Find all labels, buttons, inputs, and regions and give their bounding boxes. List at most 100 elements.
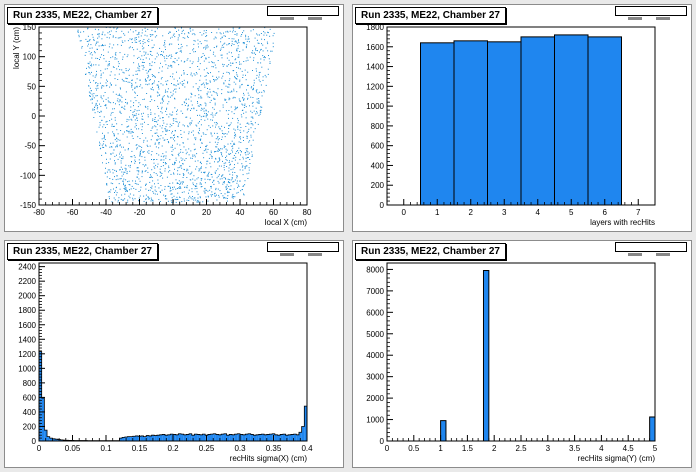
scatter-point <box>224 98 226 100</box>
scatter-point <box>181 167 183 169</box>
y-tick-label: 800 <box>371 122 385 131</box>
scatter-point <box>206 113 207 115</box>
scatter-point <box>221 125 223 127</box>
scatter-point <box>127 190 128 192</box>
scatter-point <box>114 169 116 171</box>
scatter-point <box>148 83 150 85</box>
scatter-point <box>102 126 104 128</box>
scatter-point <box>239 159 241 161</box>
y-tick-label: 1400 <box>366 63 384 72</box>
scatter-point <box>203 30 205 32</box>
scatter-point <box>189 122 191 124</box>
scatter-point <box>102 146 104 148</box>
scatter-point <box>127 126 129 128</box>
scatter-point <box>207 200 209 202</box>
scatter-point <box>88 91 90 93</box>
scatter-point <box>143 65 144 67</box>
scatter-point <box>131 84 133 86</box>
scatter-point <box>135 70 137 72</box>
histogram-bar <box>162 434 165 441</box>
scatter-point <box>129 81 131 83</box>
histogram-bar <box>183 434 187 441</box>
scatter-point <box>141 87 143 89</box>
scatter-point <box>95 95 97 97</box>
scatter-point <box>195 137 197 139</box>
scatter-point <box>183 142 184 144</box>
scatter-point <box>178 83 180 85</box>
scatter-point <box>221 93 223 95</box>
scatter-point <box>92 36 94 38</box>
scatter-point <box>244 103 246 105</box>
x-tick-label: -60 <box>67 208 79 217</box>
scatter-point <box>236 42 238 44</box>
scatter-point <box>140 123 142 125</box>
scatter-point <box>235 135 237 137</box>
scatter-point <box>104 68 106 70</box>
scatter-point <box>250 134 252 136</box>
scatter-point <box>189 165 191 167</box>
scatter-point <box>121 194 123 196</box>
scatter-point <box>205 57 207 59</box>
scatter-point <box>203 54 205 56</box>
scatter-point <box>139 154 141 156</box>
scatter-point <box>139 155 141 157</box>
scatter-point <box>87 27 89 29</box>
scatter-point <box>238 141 240 143</box>
scatter-point <box>171 114 173 116</box>
scatter-point <box>141 129 143 131</box>
scatter-point <box>191 120 193 122</box>
scatter-point <box>261 66 263 68</box>
scatter-point <box>210 186 212 187</box>
scatter-point <box>213 62 215 64</box>
scatter-point <box>154 132 156 134</box>
scatter-point <box>177 173 179 175</box>
scatter-point <box>86 67 87 69</box>
scatter-point <box>186 168 188 170</box>
scatter-point <box>125 168 127 170</box>
scatter-point <box>153 162 155 164</box>
scatter-point <box>108 64 110 66</box>
scatter-point <box>146 140 148 142</box>
scatter-point <box>200 104 202 106</box>
scatter-point <box>197 193 199 195</box>
scatter-point <box>162 177 164 179</box>
scatter-point <box>238 42 240 44</box>
scatter-point <box>220 41 222 43</box>
scatter-point <box>233 196 235 197</box>
scatter-point <box>109 120 111 122</box>
scatter-point <box>157 92 159 94</box>
scatter-point <box>236 50 238 52</box>
scatter-point <box>245 79 247 81</box>
scatter-point <box>154 80 155 82</box>
scatter-point <box>225 31 227 33</box>
scatter-point <box>237 125 239 127</box>
scatter-point <box>161 98 163 100</box>
y-tick-label: 2000 <box>366 394 384 403</box>
scatter-point <box>200 84 202 86</box>
scatter-point <box>179 161 180 163</box>
histogram-bar <box>266 434 270 441</box>
scatter-point <box>234 159 236 161</box>
scatter-point <box>215 67 217 69</box>
scatter-point <box>239 100 240 102</box>
scatter-point <box>194 74 196 76</box>
scatter-point <box>243 94 245 96</box>
scatter-point <box>222 133 224 134</box>
scatter-point <box>173 78 175 80</box>
scatter-point <box>150 139 152 141</box>
scatter-point <box>216 122 218 123</box>
scatter-point <box>211 195 212 197</box>
scatter-point <box>250 144 252 146</box>
scatter-point <box>261 38 263 40</box>
y-tick-label: 400 <box>23 408 37 417</box>
scatter-point <box>239 87 241 89</box>
scatter-point <box>96 105 98 107</box>
scatter-point <box>223 162 225 164</box>
scatter-point <box>229 43 230 45</box>
scatter-point <box>215 138 217 140</box>
scatter-point <box>147 40 148 42</box>
scatter-point <box>174 36 176 38</box>
scatter-point <box>103 49 104 51</box>
scatter-point <box>89 40 91 42</box>
scatter-point <box>188 148 190 150</box>
